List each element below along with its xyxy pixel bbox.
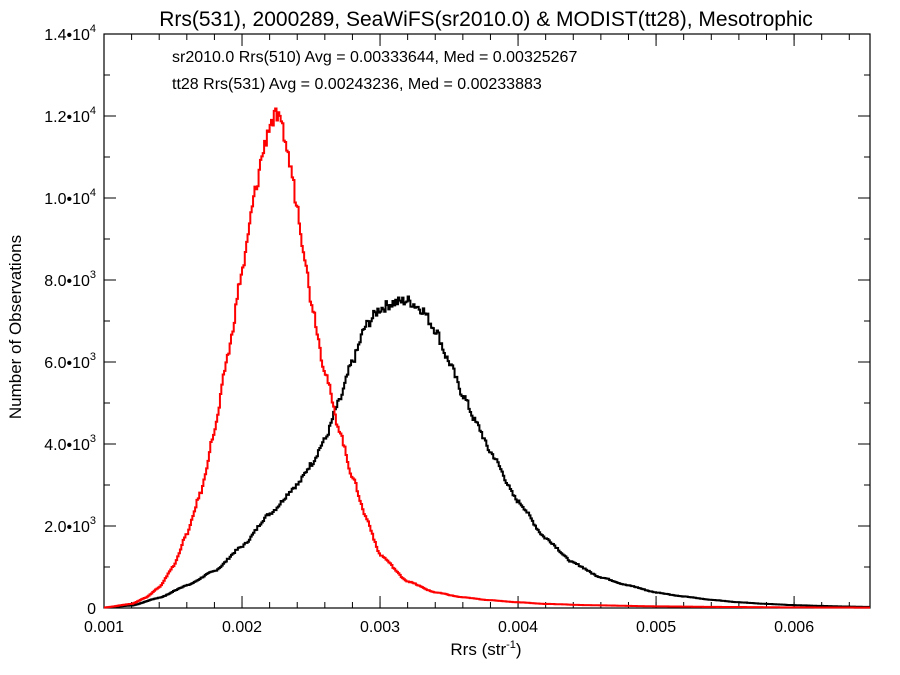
- legend-entry: tt28 Rrs(531) Avg = 0.00243236, Med = 0.…: [172, 76, 542, 93]
- y-tick-label-base: 1.0•10: [44, 191, 90, 208]
- x-axis-label: Rrs (str-1): [450, 639, 521, 659]
- chart-title: Rrs(531), 2000289, SeaWiFS(sr2010.0) & M…: [159, 8, 813, 31]
- x-tick-label: 0.001: [84, 619, 124, 636]
- y-tick-label: 4.0•103: [44, 433, 96, 454]
- x-tick-label: 0.004: [498, 619, 538, 636]
- legend-entry: sr2010.0 Rrs(510) Avg = 0.00333644, Med …: [172, 49, 577, 66]
- x-tick-label: 0.003: [360, 619, 400, 636]
- y-tick-label-exponent: 3: [90, 433, 96, 445]
- y-tick-label-base: 0: [87, 601, 96, 618]
- y-tick-label-base: 2.0•10: [44, 519, 90, 536]
- y-tick-label-exponent: 3: [90, 269, 96, 281]
- plot-frame: [103, 33, 871, 609]
- legend: sr2010.0 Rrs(510) Avg = 0.00333644, Med …: [172, 49, 577, 93]
- y-tick-label-base: 8.0•10: [44, 273, 90, 290]
- y-tick-label-exponent: 4: [90, 23, 96, 35]
- y-tick-label-exponent: 3: [90, 351, 96, 363]
- y-axis-label: Number of Observations: [6, 235, 25, 419]
- y-tick-label-base: 1.2•10: [44, 109, 90, 126]
- series-line: [104, 107, 870, 609]
- y-tick-label: 0: [87, 601, 96, 618]
- y-tick-label: 1.2•104: [44, 105, 96, 126]
- x-axis: 0.001 0.002 0.003 0.004 0.005 0.006: [84, 34, 850, 636]
- y-tick-label-exponent: 4: [90, 187, 96, 199]
- y-tick-label: 1.0•104: [44, 187, 96, 208]
- y-tick-label-base: 1.4•10: [44, 27, 90, 44]
- y-tick-label-exponent: 3: [90, 515, 96, 527]
- x-tick-label: 0.005: [636, 619, 676, 636]
- y-tick-label-base: 6.0•10: [44, 355, 90, 372]
- x-tick-label: 0.006: [774, 619, 814, 636]
- y-axis: 02.0•1034.0•1036.0•1038.0•1031.0•1041.2•…: [44, 23, 870, 618]
- y-tick-label: 6.0•103: [44, 351, 96, 372]
- y-tick-label: 8.0•103: [44, 269, 96, 290]
- x-tick-label: 0.002: [222, 619, 262, 636]
- series-group: [104, 107, 870, 609]
- series-line: [104, 295, 870, 609]
- y-tick-label: 1.4•104: [44, 23, 96, 44]
- y-tick-label-exponent: 4: [90, 105, 96, 117]
- y-tick-label-base: 4.0•10: [44, 437, 90, 454]
- y-tick-label: 2.0•103: [44, 515, 96, 536]
